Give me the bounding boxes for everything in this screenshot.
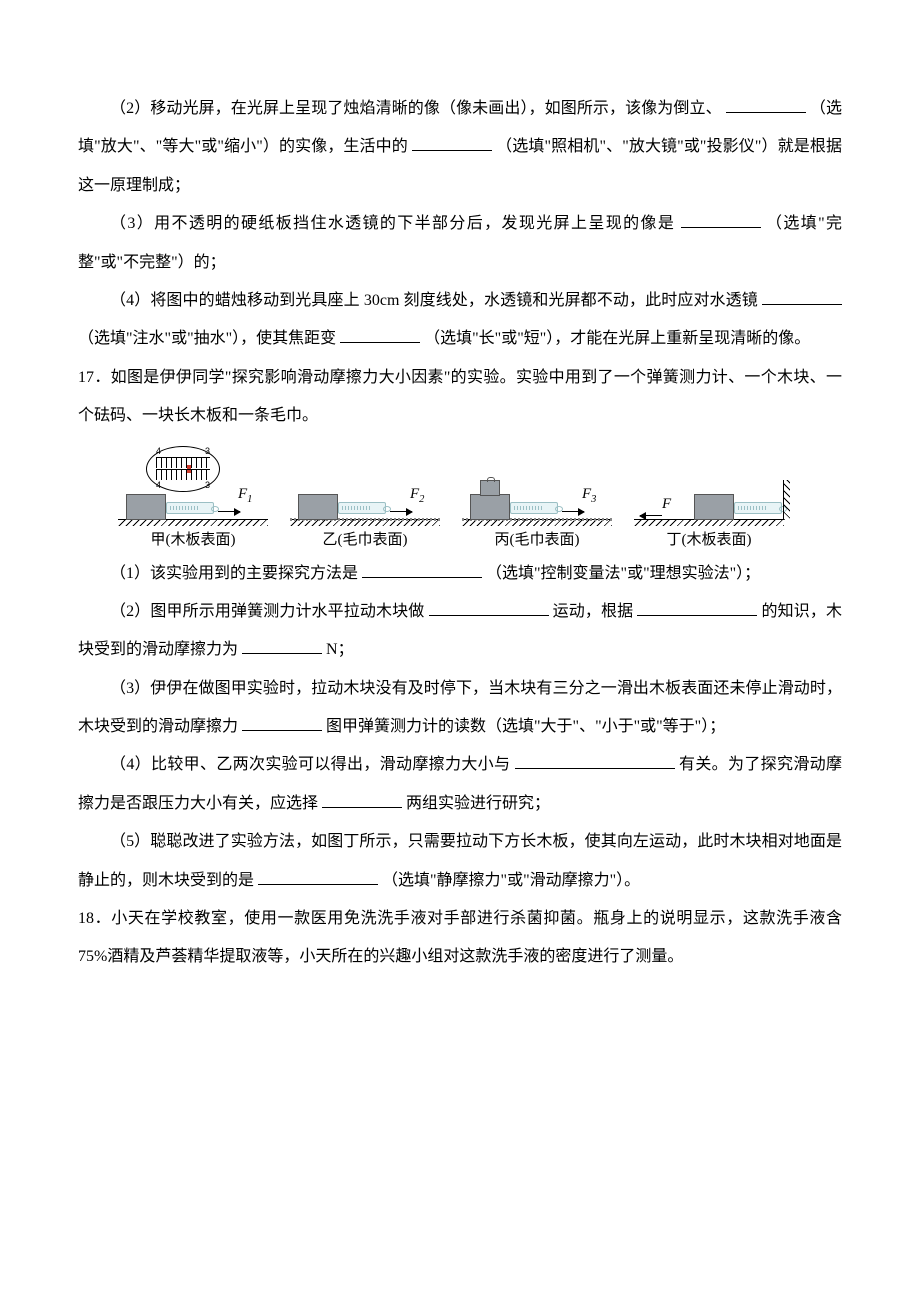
force-label-f2: F2 <box>410 487 424 506</box>
force-arrow-left <box>640 515 662 516</box>
q18: 18．小天在学校教室，使用一款医用免洗洗手液对手部进行杀菌抑菌。瓶身上的说明显示… <box>78 900 842 977</box>
blank <box>258 866 378 885</box>
text: 图甲弹簧测力计的读数（选填"大于"、"小于"或"等于"）； <box>326 718 725 735</box>
caption-a: 甲(木板表面) <box>151 530 236 551</box>
text: （2）移动光屏，在光屏上呈现了烛焰清晰的像（像未画出），如图所示，该像为倒立、 <box>110 100 722 117</box>
text: （选填"控制变量法"或"理想实验法"）； <box>486 565 760 582</box>
blank <box>362 559 482 578</box>
blank <box>726 94 806 113</box>
ticks <box>156 458 210 468</box>
ground <box>634 519 784 526</box>
page: （2）移动光屏，在光屏上呈现了烛焰清晰的像（像未画出），如图所示，该像为倒立、 … <box>0 0 920 1017</box>
text: （选填"长"或"短"），才能在光屏上重新呈现清晰的像。 <box>424 330 810 347</box>
block <box>126 494 166 520</box>
blank <box>242 712 322 731</box>
q17-figure: 4 3 4 3 F1 甲 <box>118 446 842 551</box>
q17-p2: （2）图甲所示用弹簧测力计水平拉动木块做 运动，根据 的知识，木块受到的滑动摩擦… <box>78 593 842 670</box>
subfig-c: F3 丙(毛巾表面) <box>462 480 612 551</box>
text: 运动，根据 <box>553 603 634 620</box>
subfig-b: F2 乙(毛巾表面) <box>290 480 440 551</box>
text: （4）将图中的蜡烛移动到光具座上 30cm 刻度线处，水透镜和光屏都不动，此时应… <box>110 292 758 309</box>
weight-icon <box>480 480 500 496</box>
blank <box>412 133 492 152</box>
stage-d: F <box>634 480 784 526</box>
callout-bottom-nums: 4 3 <box>156 481 210 491</box>
text: 18．小天在学校教室，使用一款医用免洗洗手液对手部进行杀菌抑菌。瓶身上的说明显示… <box>78 910 842 965</box>
q16-p4: （4）将图中的蜡烛移动到光具座上 30cm 刻度线处，水透镜和光屏都不动，此时应… <box>78 282 842 359</box>
force-arrow <box>562 511 584 512</box>
num: 3 <box>205 447 210 457</box>
force-label-f4: F <box>662 497 671 512</box>
stage-c: F3 <box>462 480 612 526</box>
blank <box>429 597 549 616</box>
spring-scale <box>510 502 558 514</box>
text: 两组实验进行研究； <box>406 795 550 812</box>
caption-c: 丙(毛巾表面) <box>495 530 580 551</box>
blank <box>242 636 322 655</box>
caption-b: 乙(毛巾表面) <box>323 530 408 551</box>
num: 4 <box>156 481 161 491</box>
caption-d: 丁(木板表面) <box>667 530 752 551</box>
text: （4）比较甲、乙两次实验可以得出，滑动摩擦力大小与 <box>110 756 510 773</box>
blank <box>762 286 842 305</box>
q17-p1: （1）该实验用到的主要探究方法是 （选填"控制变量法"或"理想实验法"）； <box>78 555 842 593</box>
callout-top-nums: 4 3 <box>156 447 210 457</box>
force-arrow <box>390 511 412 512</box>
spring-scale <box>166 502 214 514</box>
stage-b: F2 <box>290 480 440 526</box>
block <box>470 494 510 520</box>
q16-p2: （2）移动光屏，在光屏上呈现了烛焰清晰的像（像未画出），如图所示，该像为倒立、 … <box>78 90 842 205</box>
text: （3）用不透明的硬纸板挡住水透镜的下半部分后，发现光屏上呈现的像是 <box>110 215 675 232</box>
text: （2）图甲所示用弹簧测力计水平拉动木块做 <box>110 603 424 620</box>
stage-a: 4 3 4 3 F1 <box>118 446 268 526</box>
text: N； <box>326 641 354 658</box>
text: （1）该实验用到的主要探究方法是 <box>110 565 358 582</box>
force-arrow <box>218 511 240 512</box>
block <box>298 494 338 520</box>
text: 17．如图是伊伊同学"探究影响滑动摩擦力大小因素"的实验。实验中用到了一个弹簧测… <box>78 369 842 424</box>
q17-p5: （5）聪聪改进了实验方法，如图丁所示，只需要拉动下方长木板，使其向左运动，此时木… <box>78 823 842 900</box>
text: （选填"注水"或"抽水"），使其焦距变 <box>78 330 336 347</box>
subfig-a: 4 3 4 3 F1 甲 <box>118 446 268 551</box>
force-label-f1: F1 <box>238 487 252 506</box>
force-label-f3: F3 <box>582 487 596 506</box>
text: （选填"静摩擦力"或"滑动摩擦力"）。 <box>382 872 640 889</box>
block <box>694 494 734 520</box>
q17-intro: 17．如图是伊伊同学"探究影响滑动摩擦力大小因素"的实验。实验中用到了一个弹簧测… <box>78 359 842 436</box>
spring-scale <box>734 502 782 514</box>
blank <box>322 789 402 808</box>
num: 4 <box>156 447 161 457</box>
q17-p4: （4）比较甲、乙两次实验可以得出，滑动摩擦力大小与 有关。为了探究滑动摩擦力是否… <box>78 746 842 823</box>
q16-p3: （3）用不透明的硬纸板挡住水透镜的下半部分后，发现光屏上呈现的像是 （选填"完整… <box>78 205 842 282</box>
magnifier-callout: 4 3 4 3 <box>146 446 220 492</box>
subfig-d: F 丁(木板表面) <box>634 480 784 551</box>
blank <box>637 597 757 616</box>
wall <box>783 480 790 520</box>
ground <box>118 519 268 526</box>
q17-p3: （3）伊伊在做图甲实验时，拉动木块没有及时停下，当木块有三分之一滑出木板表面还未… <box>78 670 842 747</box>
blank <box>515 751 675 770</box>
ticks <box>156 470 210 480</box>
spring-scale <box>338 502 386 514</box>
num: 3 <box>205 481 210 491</box>
blank <box>340 325 420 344</box>
blank <box>681 210 761 229</box>
